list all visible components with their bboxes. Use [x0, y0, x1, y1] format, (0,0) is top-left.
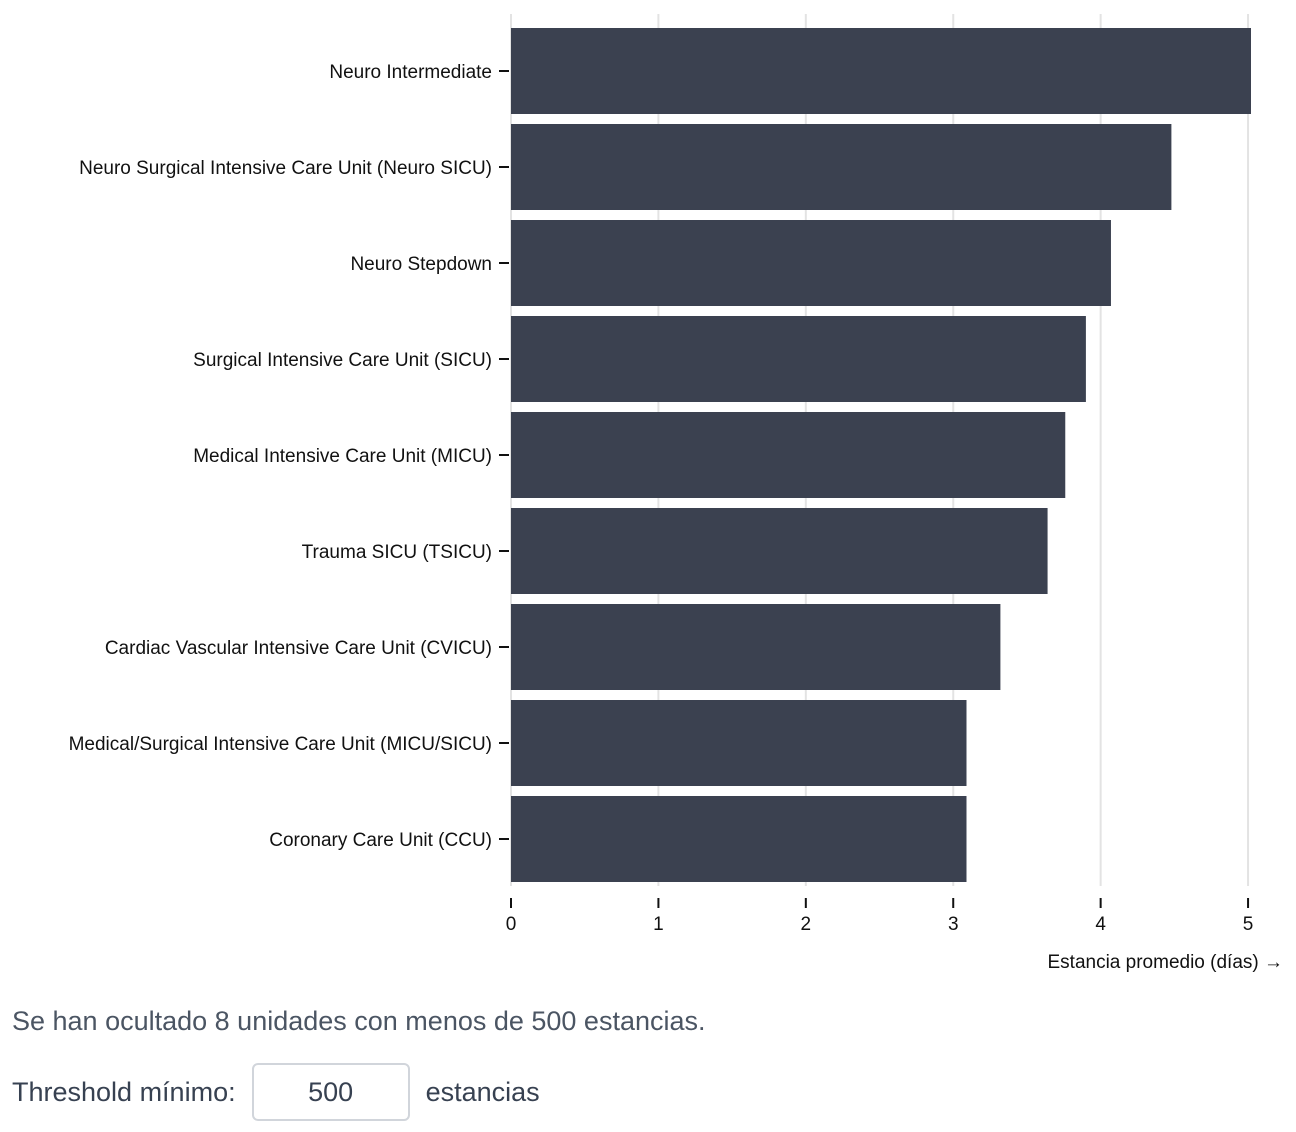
hidden-units-note: Se han ocultado 8 unidades con menos de …	[12, 1006, 706, 1036]
x-tick-label: 1	[653, 914, 664, 935]
bars	[511, 28, 1251, 882]
category-label: Neuro Intermediate	[329, 62, 492, 83]
category-label: Trauma SICU (TSICU)	[302, 542, 492, 563]
bar	[511, 28, 1251, 114]
x-axis: 0 1 2 3 4 5	[506, 898, 1254, 935]
category-label: Neuro Stepdown	[350, 254, 492, 275]
bar	[511, 124, 1172, 210]
bar	[511, 508, 1048, 594]
threshold-controls: Threshold mínimo: estancias	[12, 1062, 540, 1122]
x-tick-label: 5	[1243, 914, 1254, 935]
threshold-unit-label: estancias	[425, 1076, 540, 1107]
bar	[511, 316, 1086, 402]
bar	[511, 604, 1001, 690]
category-label: Surgical Intensive Care Unit (SICU)	[193, 350, 492, 371]
category-label: Neuro Surgical Intensive Care Unit (Neur…	[79, 158, 492, 179]
x-tick-label: 0	[506, 914, 517, 935]
category-label: Cardiac Vascular Intensive Care Unit (CV…	[105, 638, 492, 659]
category-label: Medical/Surgical Intensive Care Unit (MI…	[69, 734, 492, 755]
category-label: Medical Intensive Care Unit (MICU)	[193, 446, 492, 467]
x-tick-label: 3	[948, 914, 959, 935]
threshold-label: Threshold mínimo:	[12, 1076, 236, 1107]
x-tick-label: 2	[801, 914, 812, 935]
x-tick-label: 4	[1095, 914, 1106, 935]
threshold-input[interactable]	[251, 1063, 410, 1121]
y-axis: Neuro Intermediate Neuro Surgical Intensi…	[69, 62, 509, 851]
x-axis-title: Estancia promedio (días) →	[1048, 952, 1284, 973]
category-label: Coronary Care Unit (CCU)	[269, 830, 492, 851]
bar	[511, 796, 967, 882]
bar	[511, 412, 1066, 498]
bar	[511, 700, 967, 786]
bar-chart: Neuro Intermediate Neuro Surgical Intensi…	[69, 14, 1284, 973]
bar	[511, 220, 1111, 306]
